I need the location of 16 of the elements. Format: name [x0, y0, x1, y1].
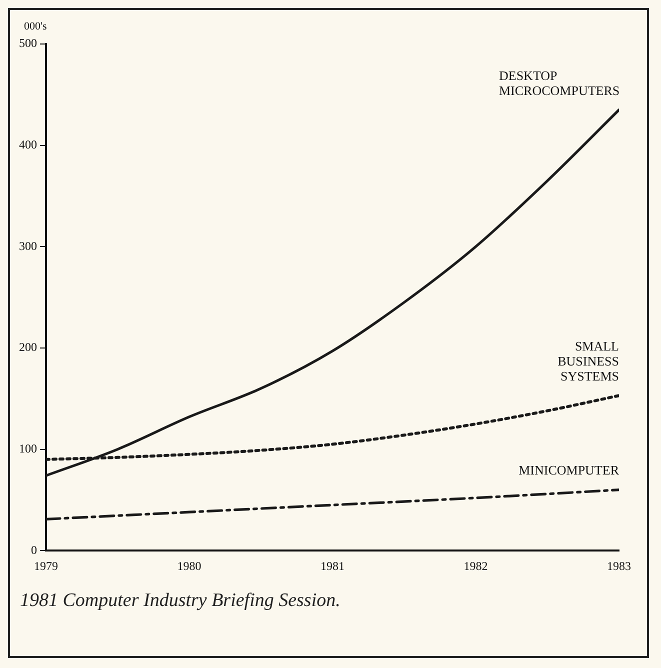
y-tick-label: 300 — [19, 238, 37, 253]
y-tick-label: 500 — [19, 36, 37, 50]
y-axis-title: 000's — [24, 20, 47, 32]
series-label: MINICOMPUTER — [518, 462, 620, 478]
x-tick-label: 1981 — [320, 558, 344, 573]
y-tick-label: 200 — [19, 340, 37, 354]
y-tick-label: 100 — [19, 441, 37, 456]
text: 1981 Computer Industry Briefing Session. — [20, 590, 342, 612]
series-label: SMALL BUSINESS SYSTEMS — [558, 338, 620, 384]
x-tick-label: 1980 — [177, 558, 202, 573]
y-tick-label: 400 — [19, 137, 37, 152]
series-label: DESKTOP MICROCOMPUTERS — [499, 68, 620, 98]
y-tick-label: 0 — [31, 542, 37, 557]
x-tick-label: 1979 — [34, 558, 58, 573]
x-tick-label: 1983 — [607, 558, 631, 573]
x-tick-label: 1982 — [464, 558, 488, 573]
